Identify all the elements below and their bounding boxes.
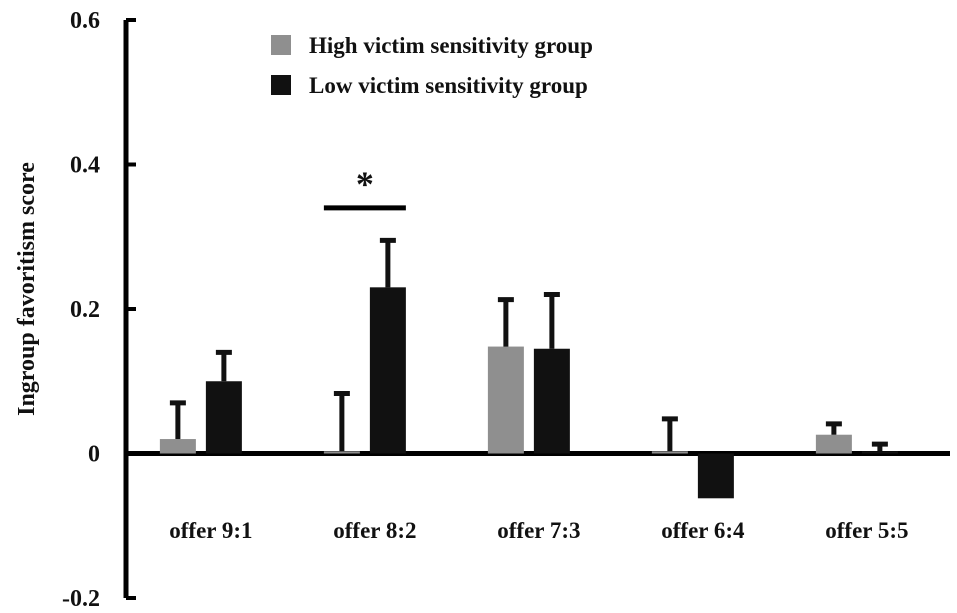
y-axis-title: Ingroup favoritism score [14,162,40,416]
legend-swatch-low [271,75,291,95]
bar [205,381,242,454]
bar [487,346,524,454]
legend-swatch-high [271,35,291,55]
significance-star: * [356,164,374,204]
x-category-label: offer 7:3 [497,518,580,543]
chart-axes: -0.2 0 0.2 0.4 0.6 [62,8,950,612]
legend: High victim sensitivity group Low victim… [271,33,593,98]
bar [323,451,360,454]
bar [815,434,852,454]
y-tick-label: 0 [88,442,100,468]
legend-label-low: Low victim sensitivity group [309,73,588,98]
bar [369,287,406,454]
y-tick-label: 0.2 [70,297,100,323]
bar [697,453,734,499]
bar [159,439,196,454]
bar [861,451,898,454]
y-tick-label: 0.6 [70,8,100,34]
bar-series [159,237,898,499]
legend-label-high: High victim sensitivity group [309,33,593,58]
bar [651,451,688,454]
x-category-label: offer 6:4 [661,518,745,543]
y-axis-ticks: -0.2 0 0.2 0.4 0.6 [62,8,136,612]
y-tick-label: 0.4 [70,153,100,179]
significance-marks: * [323,164,406,211]
x-category-label: offer 8:2 [333,518,416,543]
x-axis-category-labels: offer 9:1 offer 8:2 offer 7:3 offer 6:4 offe… [169,518,908,543]
bar [533,348,570,454]
y-tick-label: -0.2 [62,586,100,612]
x-category-label: offer 9:1 [169,518,252,543]
x-category-label: offer 5:5 [825,518,908,543]
